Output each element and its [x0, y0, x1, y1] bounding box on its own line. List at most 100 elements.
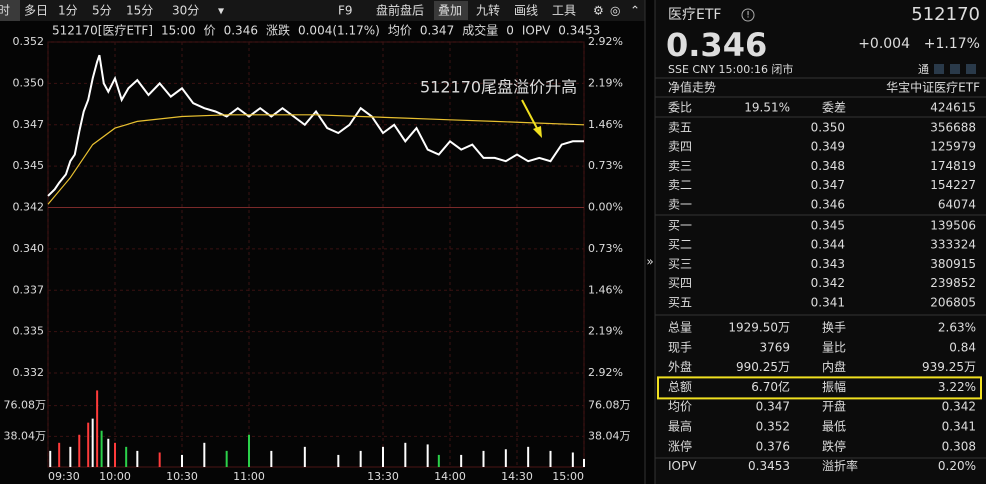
- volume-bar: [114, 442, 116, 467]
- volume-bar: [337, 454, 340, 467]
- volume-bar: [100, 430, 103, 467]
- tab[interactable]: 5分: [92, 4, 112, 18]
- y-tick-label: 0.352: [13, 35, 45, 48]
- y2-tick-label: 1.46%: [588, 118, 623, 131]
- volume-bar: [225, 450, 228, 467]
- volume-bar: [426, 444, 429, 467]
- volume-bar: [303, 446, 306, 467]
- info-icon[interactable]: [741, 8, 755, 22]
- y2-tick-label: 0.73%: [588, 242, 623, 255]
- active-tool-bg: [434, 1, 468, 20]
- collapse-up-icon[interactable]: ⌃: [630, 4, 640, 18]
- market-status: SSE CNY 15:00:16 闭市: [668, 62, 793, 76]
- y2-tick-label: 2.19%: [588, 76, 623, 89]
- book-price: 0.345: [811, 219, 845, 233]
- target-icon[interactable]: ◎: [610, 4, 620, 18]
- tool[interactable]: 叠加: [438, 4, 462, 18]
- tool-icon[interactable]: [950, 64, 960, 74]
- y-tick-label: 76.08万: [4, 399, 47, 412]
- book-label: 卖五: [668, 121, 692, 135]
- tool-icon[interactable]: [934, 64, 944, 74]
- volume-bar: [248, 434, 250, 467]
- row-value: 0.376: [756, 439, 790, 453]
- row-label: 量比: [822, 340, 846, 354]
- row-value: 0.3453: [748, 459, 790, 473]
- row-label: 开盘: [822, 399, 846, 414]
- book-label: 卖一: [668, 197, 692, 211]
- volume-bar: [125, 446, 128, 467]
- info-item: IOPV: [522, 24, 551, 38]
- row-value: 3769: [759, 340, 790, 354]
- row-value: 0.341: [942, 420, 976, 434]
- tool-icon[interactable]: [966, 64, 976, 74]
- y2-tick-label: 2.19%: [588, 325, 623, 338]
- tool[interactable]: 画线: [514, 4, 538, 18]
- volume-bar: [181, 454, 183, 467]
- book-price: 0.343: [811, 257, 845, 271]
- y2-tick-label: 0.00%: [588, 201, 623, 214]
- volume-bar: [583, 458, 585, 467]
- row-label: 换手: [822, 321, 846, 335]
- tool[interactable]: 工具: [552, 4, 576, 18]
- tab[interactable]: 30分: [172, 4, 199, 18]
- info-item: 价: [204, 24, 216, 38]
- volume-bar: [107, 438, 110, 467]
- row-value: 0.84: [949, 340, 976, 354]
- volume-bar: [437, 454, 440, 467]
- toolbar-bg: [0, 0, 645, 21]
- info-item: 0: [506, 24, 514, 38]
- volume-bar: [460, 454, 463, 467]
- tool[interactable]: F9: [338, 4, 353, 18]
- row-label: 跌停: [822, 438, 846, 453]
- x-tick-label: 15:00: [552, 470, 584, 483]
- info-item: 0.347: [420, 24, 454, 38]
- x-tick-label: 11:00: [233, 470, 265, 483]
- row-value: 6.70亿: [751, 379, 790, 394]
- volume-bar: [49, 450, 52, 467]
- volume-bar: [78, 434, 81, 467]
- book-price: 0.348: [811, 159, 845, 173]
- y-tick-label: 0.332: [13, 366, 45, 379]
- y-tick-label: 0.342: [13, 201, 45, 214]
- book-volume: 380915: [930, 257, 976, 271]
- collapse-icon[interactable]: »: [646, 255, 653, 269]
- book-volume: 239852: [930, 276, 976, 290]
- row-label: 最高: [668, 419, 692, 434]
- settings-icon[interactable]: ⚙: [593, 4, 604, 18]
- x-tick-label: 09:30: [48, 470, 80, 483]
- y2-tick-label: 76.08万: [588, 399, 631, 412]
- book-price: 0.342: [811, 276, 845, 290]
- tool[interactable]: 盘前盘后: [376, 3, 424, 18]
- tab[interactable]: 多日: [24, 4, 48, 18]
- y2-tick-label: 2.92%: [588, 35, 623, 48]
- fund-name: 华宝中证医疗ETF: [886, 80, 980, 95]
- book-price: 0.350: [811, 121, 845, 135]
- row-value: 3.22%: [938, 380, 976, 394]
- nav-label[interactable]: 净值走势: [668, 80, 716, 95]
- row-value: 2.63%: [938, 321, 976, 335]
- info-item: 15:00: [161, 24, 196, 38]
- row-value: 0.347: [756, 400, 790, 414]
- tab[interactable]: 1分: [58, 4, 78, 18]
- volume-bar: [504, 449, 507, 467]
- book-price: 0.349: [811, 140, 845, 154]
- tool[interactable]: 九转: [476, 3, 500, 18]
- info-item: 成交量: [462, 23, 498, 38]
- book-volume: 125979: [930, 140, 976, 154]
- tab[interactable]: ▾: [218, 4, 224, 18]
- annotation-arrowhead: [533, 126, 542, 138]
- x-tick-label: 10:30: [166, 470, 198, 483]
- tab[interactable]: 15分: [126, 4, 153, 18]
- volume-bar: [69, 446, 72, 467]
- active-tab-bg: [0, 0, 20, 21]
- change-pct: +1.17%: [924, 36, 980, 52]
- x-tick-label: 14:00: [434, 470, 466, 483]
- highlight-box: [657, 376, 982, 400]
- row-label: 均价: [668, 400, 692, 414]
- y2-tick-label: 2.92%: [588, 366, 623, 379]
- book-volume: 154227: [930, 178, 976, 192]
- tab[interactable]: 时: [0, 4, 10, 18]
- row-label: 溢折率: [822, 458, 858, 473]
- info-item: 涨跌: [266, 23, 290, 38]
